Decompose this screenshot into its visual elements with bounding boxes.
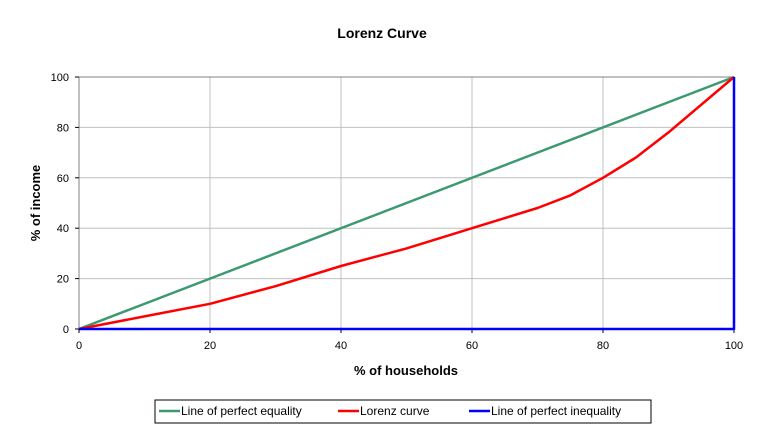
- x-tick-label: 60: [466, 340, 478, 352]
- series-lines: [78, 75, 736, 331]
- x-tick-label: 40: [335, 340, 347, 352]
- equality-line: [78, 75, 735, 331]
- legend-label: Line of perfect inequality: [491, 404, 621, 418]
- lorenz-curve-line: [78, 76, 735, 331]
- x-tick-label: 100: [725, 340, 743, 352]
- legend: Line of perfect equality Lorenz curve Line…: [154, 399, 652, 424]
- y-tick-label: 100: [51, 72, 69, 84]
- x-tick-label: 80: [597, 340, 609, 352]
- legend-label: Line of perfect equality: [181, 404, 302, 418]
- y-tick-label: 80: [57, 122, 69, 134]
- x-axis-label: % of households: [354, 363, 458, 378]
- inequality-line: [79, 77, 736, 331]
- y-tick-label: 60: [57, 173, 69, 185]
- tick-labels: 0 20 40 60 80 100 0 20 40 60 80 100: [51, 72, 744, 352]
- x-tick-label: 0: [76, 340, 82, 352]
- chart-title: Lorenz Curve: [337, 25, 427, 41]
- y-tick-label: 0: [63, 324, 69, 336]
- grid: [79, 77, 734, 329]
- y-tick-label: 20: [57, 274, 69, 286]
- legend-box: [154, 399, 652, 424]
- y-axis-label: % of income: [28, 165, 43, 242]
- x-tick-label: 20: [204, 340, 216, 352]
- y-tick-label: 40: [57, 223, 69, 235]
- legend-label: Lorenz curve: [360, 404, 430, 418]
